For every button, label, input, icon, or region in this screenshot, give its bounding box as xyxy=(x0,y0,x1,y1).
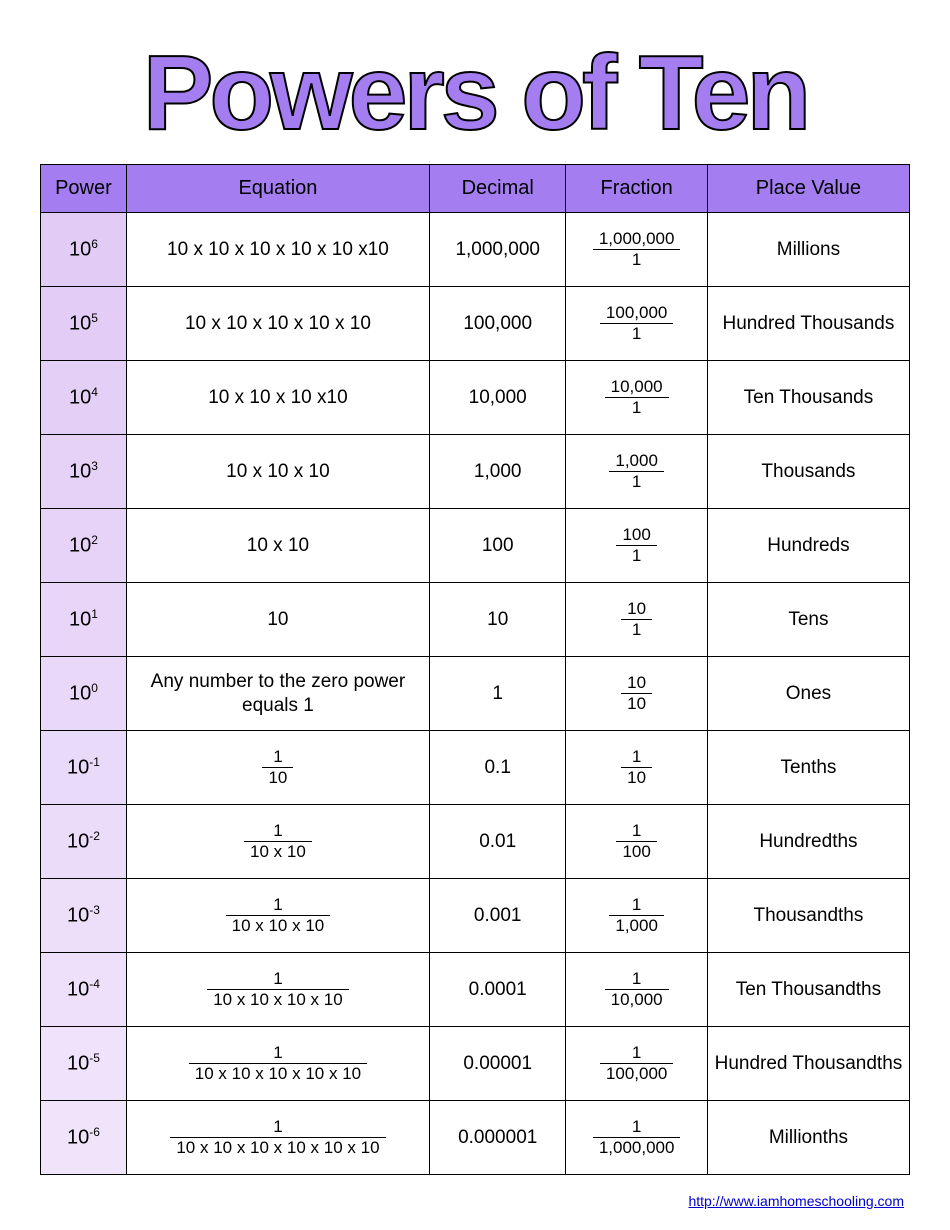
col-header-fraction: Fraction xyxy=(566,165,707,213)
table-header-row: Power Equation Decimal Fraction Place Va… xyxy=(41,165,910,213)
cell-fraction: 1100,000 xyxy=(566,1027,707,1101)
cell-decimal: 0.1 xyxy=(430,731,566,805)
cell-power: 10-3 xyxy=(41,879,127,953)
cell-power: 10-5 xyxy=(41,1027,127,1101)
cell-fraction: 1100 xyxy=(566,805,707,879)
table-row: 10-6110 x 10 x 10 x 10 x 10 x 100.000001… xyxy=(41,1101,910,1175)
cell-decimal: 0.01 xyxy=(430,805,566,879)
cell-decimal: 10 xyxy=(430,583,566,657)
cell-equation: 110 x 10 x 10 x 10 x 10 xyxy=(126,1027,429,1101)
cell-place-value: Thousands xyxy=(707,435,909,509)
cell-decimal: 100 xyxy=(430,509,566,583)
table-row: 10-3110 x 10 x 100.00111,000Thousandths xyxy=(41,879,910,953)
powers-table: Power Equation Decimal Fraction Place Va… xyxy=(40,164,910,1175)
cell-place-value: Hundreds xyxy=(707,509,909,583)
cell-decimal: 0.0001 xyxy=(430,953,566,1027)
cell-equation: 110 x 10 xyxy=(126,805,429,879)
table-row: 10-4110 x 10 x 10 x 100.0001110,000Ten T… xyxy=(41,953,910,1027)
table-row: 10210 x 101001001Hundreds xyxy=(41,509,910,583)
cell-power: 10-1 xyxy=(41,731,127,805)
table-row: 10610 x 10 x 10 x 10 x 10 x101,000,0001,… xyxy=(41,213,910,287)
cell-equation: 10 x 10 x 10 x10 xyxy=(126,361,429,435)
cell-equation: 110 x 10 x 10 x 10 x 10 x 10 xyxy=(126,1101,429,1175)
cell-equation: Any number to the zero power equals 1 xyxy=(126,657,429,731)
cell-equation: 10 x 10 x 10 x 10 x 10 xyxy=(126,287,429,361)
cell-decimal: 0.001 xyxy=(430,879,566,953)
cell-fraction: 101 xyxy=(566,583,707,657)
cell-decimal: 0.000001 xyxy=(430,1101,566,1175)
table-row: 1011010101Tens xyxy=(41,583,910,657)
cell-fraction: 110 xyxy=(566,731,707,805)
cell-equation: 110 x 10 x 10 x 10 xyxy=(126,953,429,1027)
cell-place-value: Tens xyxy=(707,583,909,657)
cell-place-value: Tenths xyxy=(707,731,909,805)
cell-power: 105 xyxy=(41,287,127,361)
cell-decimal: 1,000 xyxy=(430,435,566,509)
cell-place-value: Hundred Thousands xyxy=(707,287,909,361)
cell-equation: 10 xyxy=(126,583,429,657)
cell-place-value: Millionths xyxy=(707,1101,909,1175)
cell-place-value: Hundred Thousandths xyxy=(707,1027,909,1101)
col-header-power: Power xyxy=(41,165,127,213)
cell-fraction: 100,0001 xyxy=(566,287,707,361)
cell-place-value: Ten Thousands xyxy=(707,361,909,435)
cell-power: 100 xyxy=(41,657,127,731)
table-row: 100Any number to the zero power equals 1… xyxy=(41,657,910,731)
page-title: Powers of Ten xyxy=(40,40,910,146)
col-header-place-value: Place Value xyxy=(707,165,909,213)
table-row: 10-2110 x 100.011100Hundredths xyxy=(41,805,910,879)
cell-fraction: 1001 xyxy=(566,509,707,583)
cell-decimal: 0.00001 xyxy=(430,1027,566,1101)
cell-power: 10-4 xyxy=(41,953,127,1027)
cell-power: 10-2 xyxy=(41,805,127,879)
cell-power: 10-6 xyxy=(41,1101,127,1175)
cell-fraction: 110,000 xyxy=(566,953,707,1027)
cell-power: 102 xyxy=(41,509,127,583)
cell-place-value: Ten Thousandths xyxy=(707,953,909,1027)
cell-power: 104 xyxy=(41,361,127,435)
cell-fraction: 1,0001 xyxy=(566,435,707,509)
cell-decimal: 10,000 xyxy=(430,361,566,435)
cell-fraction: 11,000,000 xyxy=(566,1101,707,1175)
cell-power: 106 xyxy=(41,213,127,287)
cell-equation: 10 x 10 x 10 xyxy=(126,435,429,509)
cell-decimal: 100,000 xyxy=(430,287,566,361)
footer: http://www.iamhomeschooling.com xyxy=(40,1193,910,1209)
cell-fraction: 10,0001 xyxy=(566,361,707,435)
source-link[interactable]: http://www.iamhomeschooling.com xyxy=(688,1193,904,1209)
cell-equation: 10 x 10 xyxy=(126,509,429,583)
table-row: 10410 x 10 x 10 x1010,00010,0001Ten Thou… xyxy=(41,361,910,435)
cell-equation: 110 xyxy=(126,731,429,805)
cell-place-value: Ones xyxy=(707,657,909,731)
cell-place-value: Hundredths xyxy=(707,805,909,879)
table-row: 10-11100.1110Tenths xyxy=(41,731,910,805)
table-row: 10310 x 10 x 101,0001,0001Thousands xyxy=(41,435,910,509)
table-row: 10-5110 x 10 x 10 x 10 x 100.000011100,0… xyxy=(41,1027,910,1101)
cell-fraction: 1,000,0001 xyxy=(566,213,707,287)
cell-place-value: Millions xyxy=(707,213,909,287)
cell-equation: 10 x 10 x 10 x 10 x 10 x10 xyxy=(126,213,429,287)
cell-fraction: 1010 xyxy=(566,657,707,731)
table-row: 10510 x 10 x 10 x 10 x 10100,000100,0001… xyxy=(41,287,910,361)
cell-decimal: 1 xyxy=(430,657,566,731)
col-header-equation: Equation xyxy=(126,165,429,213)
cell-power: 103 xyxy=(41,435,127,509)
cell-decimal: 1,000,000 xyxy=(430,213,566,287)
cell-equation: 110 x 10 x 10 xyxy=(126,879,429,953)
col-header-decimal: Decimal xyxy=(430,165,566,213)
cell-power: 101 xyxy=(41,583,127,657)
cell-fraction: 11,000 xyxy=(566,879,707,953)
cell-place-value: Thousandths xyxy=(707,879,909,953)
